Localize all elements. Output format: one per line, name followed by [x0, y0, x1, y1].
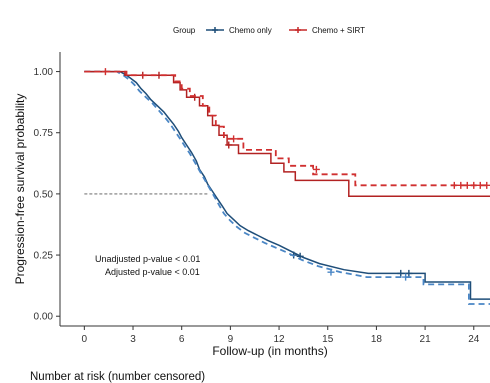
x-tick-label: 12: [273, 334, 285, 345]
censor-mark: [450, 181, 458, 189]
survival-curves: [84, 68, 490, 305]
censor-mark: [397, 269, 405, 277]
censor-mark: [405, 269, 413, 277]
y-tick-label: 0.25: [34, 251, 54, 262]
x-tick-label: 9: [228, 334, 234, 345]
censor-mark: [457, 181, 465, 189]
legend-label-chemo-sirt: Chemo + SIRT: [312, 26, 365, 35]
survival-curve-chemo-only-solid: [84, 70, 490, 300]
censor-mark: [470, 181, 478, 189]
unadjusted-p-value: Unadjusted p-value < 0.01: [95, 254, 200, 264]
x-tick-label: 15: [322, 334, 334, 345]
x-axis-title: Follow-up (in months): [212, 344, 327, 358]
censor-mark: [191, 93, 199, 101]
y-axis-title: Progression-free survival probability: [13, 94, 27, 285]
censor-mark: [101, 68, 109, 76]
legend-entry-chemo-sirt: Chemo + SIRT: [289, 26, 365, 35]
legend-title: Group: [173, 26, 196, 35]
y-tick-label: 0.00: [34, 312, 54, 323]
adjusted-p-value: Adjusted p-value < 0.01: [105, 267, 200, 277]
censor-mark: [483, 181, 490, 189]
x-tick-label: 24: [468, 334, 480, 345]
censor-mark: [327, 268, 335, 276]
survival-curve-chemo-sirt-dashed: [84, 70, 490, 187]
legend-cross-chemo-only: [212, 27, 218, 33]
legend-entry-chemo-only: Chemo only: [206, 26, 272, 35]
risk-table-title: Number at risk (number censored): [30, 371, 205, 383]
legend-cross-chemo-sirt: [295, 27, 301, 33]
x-tick-label: 3: [130, 334, 136, 345]
x-tick-label: 6: [179, 334, 185, 345]
x-tick-label: 0: [82, 334, 88, 345]
censor-mark: [312, 165, 320, 173]
y-tick-label: 1.00: [34, 67, 54, 78]
x-tick-label: 21: [420, 334, 432, 345]
y-tick-label: 0.75: [34, 128, 54, 139]
legend: Group Chemo only Chemo + SIRT: [173, 26, 365, 35]
survival-curve-chemo-sirt-solid: [84, 70, 490, 198]
censor-mark: [476, 181, 484, 189]
legend-label-chemo-only: Chemo only: [229, 26, 272, 35]
y-tick-label: 0.50: [34, 189, 54, 200]
censor-mark: [225, 141, 233, 149]
censor-mark: [463, 181, 471, 189]
censor-mark: [402, 273, 410, 281]
censor-mark: [230, 135, 238, 143]
x-ticks: 0 3 6 9 12 15 18 21 24: [82, 326, 480, 345]
y-ticks: 0.00 0.25 0.50 0.75 1.00: [34, 67, 60, 323]
x-tick-label: 18: [371, 334, 383, 345]
survival-curve-chemo-only-dashed: [84, 70, 490, 305]
